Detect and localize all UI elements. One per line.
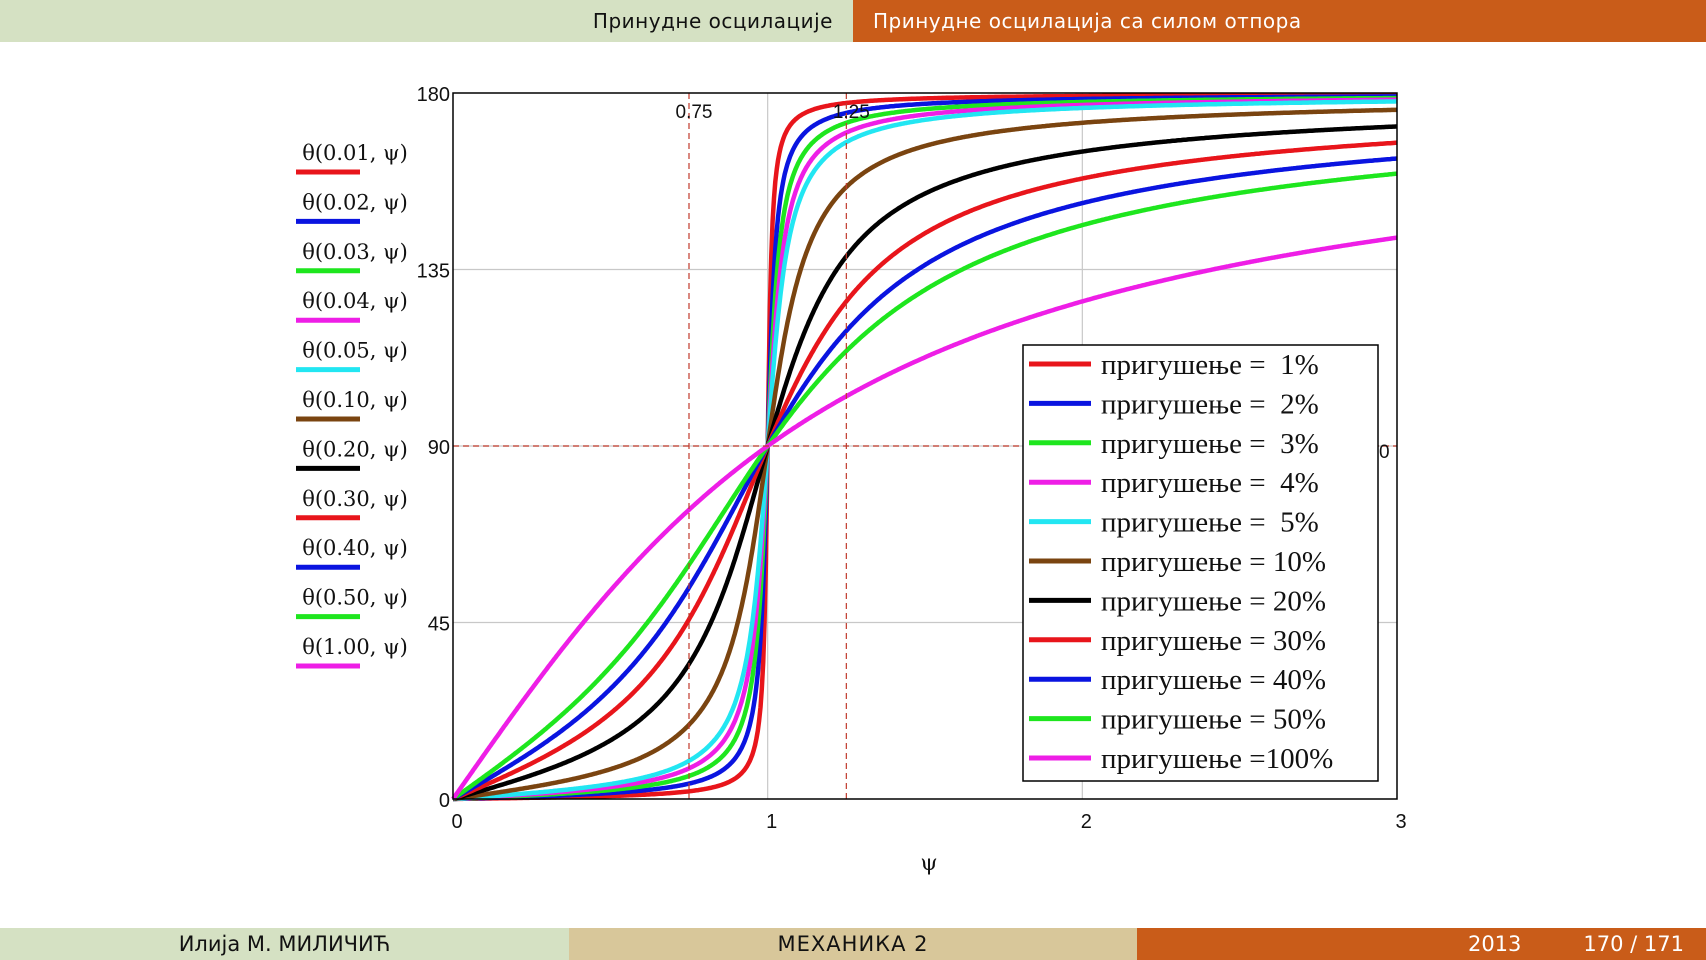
- x-tick-label-2: 2: [1081, 811, 1092, 833]
- series-expression-0: θ(0.01, ψ): [302, 141, 408, 165]
- series-expression-legend: θ(0.01, ψ) θ(0.02, ψ) θ(0.03, ψ) θ(0.04, ψ)…: [296, 141, 408, 669]
- series-line-6: [452, 124, 1398, 802]
- legend-entry-2: пригушење = 3%: [1101, 428, 1319, 460]
- series-expression-4: θ(0.05, ψ): [302, 339, 408, 363]
- legend-entry-4: пригушење = 5%: [1101, 507, 1319, 539]
- series-line-9: [451, 171, 1398, 801]
- series-line-10: [451, 235, 1398, 801]
- y-tick-label-4: 180: [417, 84, 450, 106]
- y-tick-label-2: 90: [428, 437, 450, 459]
- legend-entry-1: пригушење = 2%: [1101, 388, 1319, 420]
- series-expression-5: θ(0.10, ψ): [302, 388, 408, 412]
- series-line-4: [452, 99, 1398, 802]
- footer-bar: Илија М. МИЛИЧИЋ МЕХАНИКА 2 2013 170 / 1…: [0, 928, 1706, 960]
- series-expression-1: θ(0.02, ψ): [302, 190, 408, 214]
- damping-legend: пригушење = 1% пригушење = 2% пригушење = …: [1022, 344, 1379, 782]
- legend-entry-3: пригушење = 4%: [1101, 467, 1319, 499]
- chart-ticks: 0 1 2 3 0 45 90 135 180: [417, 84, 1407, 833]
- series-expression-6: θ(0.20, ψ): [302, 437, 408, 461]
- legend-entry-5: пригушење = 10%: [1101, 546, 1326, 578]
- series-expression-10: θ(1.00, ψ): [302, 635, 408, 659]
- x-axis-label: ψ: [920, 851, 937, 876]
- legend-entry-6: пригушење = 20%: [1101, 585, 1326, 617]
- marker-label-v-1: 1.25: [833, 102, 870, 123]
- y-tick-label-1: 45: [428, 614, 450, 636]
- y-tick-label-0: 0: [439, 790, 450, 812]
- header-section-right[interactable]: Принудне осцилација са силом отпора: [853, 0, 1706, 42]
- plot-frame: [452, 92, 1398, 800]
- footer-course: МЕХАНИКА 2: [569, 928, 1137, 960]
- series-expression-8: θ(0.40, ψ): [302, 536, 408, 560]
- chart-curves: [451, 92, 1398, 802]
- legend-entry-10: пригушење =100%: [1101, 743, 1333, 775]
- series-expression-3: θ(0.04, ψ): [302, 289, 408, 313]
- legend-entry-9: пригушење = 50%: [1101, 704, 1326, 736]
- footer-page-number: 170 / 171: [1583, 932, 1684, 956]
- footer-meta: 2013 170 / 171: [1137, 928, 1706, 960]
- header-bar: Принудне осцилације Принудне осцилација …: [0, 0, 1706, 42]
- legend-entry-0: пригушење = 1%: [1101, 349, 1319, 381]
- legend-entry-7: пригушење = 30%: [1101, 625, 1326, 657]
- series-line-7: [452, 140, 1398, 802]
- footer-year: 2013: [1467, 932, 1522, 956]
- series-expression-7: θ(0.30, ψ): [302, 487, 408, 511]
- marker-label-v-0: 0.75: [676, 102, 713, 123]
- series-line-5: [452, 107, 1398, 802]
- series-line-8: [451, 156, 1398, 801]
- x-tick-label-1: 1: [766, 811, 777, 833]
- footer-author: Илија М. МИЛИЧИЋ: [0, 928, 569, 960]
- legend-entry-8: пригушење = 40%: [1101, 664, 1326, 696]
- x-tick-label-3: 3: [1395, 811, 1406, 833]
- series-expression-2: θ(0.03, ψ): [302, 240, 408, 264]
- x-tick-label-0: 0: [451, 811, 462, 833]
- series-expression-9: θ(0.50, ψ): [302, 586, 408, 610]
- y-tick-label-3: 135: [417, 261, 450, 283]
- header-section-left[interactable]: Принудне осцилације: [0, 0, 853, 42]
